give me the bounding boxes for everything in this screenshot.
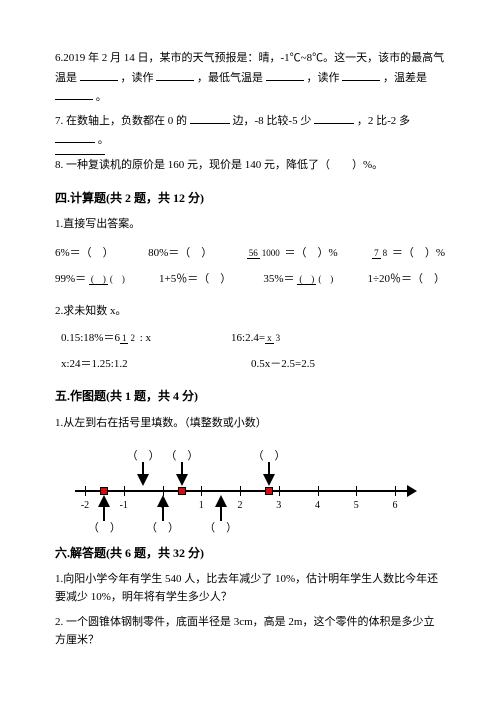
up-arrow-icon (157, 495, 169, 507)
blank-paren[interactable]: （ ） (165, 448, 198, 466)
blank[interactable] (55, 130, 95, 143)
tick-mark (240, 486, 241, 496)
blank[interactable] (190, 111, 230, 124)
marker-dot (265, 487, 273, 495)
sec4-q2: 2.求未知数 x。 (55, 303, 445, 321)
number-line-figure: -2-10123456（ ）（ ）（ ）（ ）（ ）（ ） (75, 450, 415, 530)
tick-mark (124, 486, 125, 496)
eq-2: 16:2.4=x3 (231, 330, 282, 348)
fraction-icon: ( )( ) (297, 275, 335, 284)
eq-4: 0.5x－2.5=2.5 (251, 356, 315, 374)
down-arrow-icon (263, 474, 275, 486)
down-arrow-icon (176, 474, 188, 486)
q6-text-e: ，温差是 (383, 72, 427, 84)
fraction-icon: 12 (120, 334, 137, 343)
sec4-q1: 1.直接写出答案。 (55, 216, 445, 234)
tick-label: 1 (199, 498, 204, 514)
question-8: 8. 一种复读机的原价是 160 元，现价是 140 元，降低了（ ）%。 (55, 154, 445, 175)
tick-label: 6 (393, 498, 398, 514)
tick-label: 4 (315, 498, 320, 514)
q6-text-f: 。 (96, 91, 107, 103)
section-6-head: 六.解答题(共 6 题，共 32 分) (55, 544, 445, 563)
fraction-icon: 561000 (247, 249, 282, 258)
calc-6: 1+5％＝（ ） (159, 271, 231, 289)
tick-mark (279, 486, 280, 496)
q7-text-c: ，2 比-2 多 (357, 115, 410, 127)
section-5-head: 五.作图题(共 1 题，共 4 分) (55, 387, 445, 406)
q6-text-d: ，读作 (307, 72, 340, 84)
blank[interactable] (55, 87, 93, 100)
q6-text-c: ，最低气温是 (197, 72, 263, 84)
tick-label: -2 (81, 498, 89, 514)
question-6: 6.2019 年 2 月 14 日，某市的天气预报是：晴，-1℃~8℃。这一天，… (55, 50, 445, 107)
tick-label: 3 (276, 498, 281, 514)
tick-label: 5 (354, 498, 359, 514)
marker-dot (178, 487, 186, 495)
tick-mark (318, 486, 319, 496)
blank-paren[interactable]: （ ） (146, 520, 179, 538)
sec6-q2: 2. 一个圆锥体钢制零件，底面半径是 3cm，高是 2m，这个零件的体积是多少立… (55, 614, 445, 649)
blank[interactable] (156, 68, 194, 81)
q7-text-a: 7. 在数轴上，负数都在 0 的 (55, 115, 187, 127)
calc-2: 80%＝（ ） (148, 245, 212, 263)
q7-text-b: 边，-8 比较-5 少 (233, 115, 312, 127)
blank-paren[interactable]: （ ） (88, 520, 121, 538)
q8-text: 8. 一种复读机的原价是 160 元，现价是 140 元，降低了（ ）%。 (55, 159, 383, 171)
calc-3: 561000 ＝（ ）% (247, 245, 338, 263)
blank[interactable] (266, 68, 304, 81)
fraction-icon: x3 (265, 334, 282, 343)
q6-text-b: ，读作 (121, 72, 154, 84)
eq-1: 0.15:18%＝612 : x (61, 330, 151, 348)
calc-4: 78 ＝（ ）% (372, 245, 445, 263)
down-arrow-icon (137, 474, 149, 486)
tick-mark (85, 486, 86, 496)
fraction-icon: ( )( ) (89, 275, 127, 284)
up-arrow-icon (215, 495, 227, 507)
blank-paren[interactable]: （ ） (253, 448, 286, 466)
calc-1: 6%＝（ ） (55, 245, 114, 263)
axis-arrow-icon (407, 485, 417, 497)
calc-row-2: 99%＝ ( )( ) 1+5％＝（ ） 35%＝ ( )( ) 1÷20％＝（… (55, 271, 445, 289)
tick-mark (356, 486, 357, 496)
eq-row-2: x:24＝1.25:1.2 0.5x－2.5=2.5 (61, 356, 445, 374)
calc-row-1: 6%＝（ ） 80%＝（ ） 561000 ＝（ ）% 78 ＝（ ）% (55, 245, 445, 263)
calc-7: 35%＝ ( )( ) (263, 271, 335, 289)
sec5-q1: 1.从左到右在括号里填数。（填整数或小数） (55, 415, 445, 433)
tick-label: -1 (120, 498, 128, 514)
tick-label: 2 (238, 498, 243, 514)
section-4-head: 四.计算题(共 2 题，共 12 分) (55, 189, 445, 208)
calc-8: 1÷20％＝（ ） (367, 271, 445, 289)
blank[interactable] (80, 68, 118, 81)
blank-paren[interactable]: （ ） (127, 448, 160, 466)
marker-dot (100, 487, 108, 495)
number-line-axis (75, 490, 415, 492)
divider-line (55, 154, 105, 155)
blank[interactable] (314, 111, 354, 124)
tick-mark (201, 486, 202, 496)
fraction-icon: 78 (372, 249, 389, 258)
worksheet-page: 6.2019 年 2 月 14 日，某市的天气预报是：晴，-1℃~8℃。这一天，… (0, 0, 500, 688)
blank[interactable] (342, 68, 380, 81)
question-7: 7. 在数轴上，负数都在 0 的 边，-8 比较-5 少 ，2 比-2 多 。 (55, 111, 445, 150)
q7-text-d: 。 (98, 134, 109, 146)
calc-5: 99%＝ ( )( ) (55, 271, 127, 289)
sec6-q1: 1.向阳小学今年有学生 540 人，比去年减少了 10%，估计明年学生人数比今年… (55, 571, 445, 606)
tick-mark (395, 486, 396, 496)
eq-3: x:24＝1.25:1.2 (61, 356, 171, 374)
up-arrow-icon (98, 495, 110, 507)
blank-paren[interactable]: （ ） (204, 520, 237, 538)
eq-row-1: 0.15:18%＝612 : x 16:2.4=x3 (61, 330, 445, 348)
